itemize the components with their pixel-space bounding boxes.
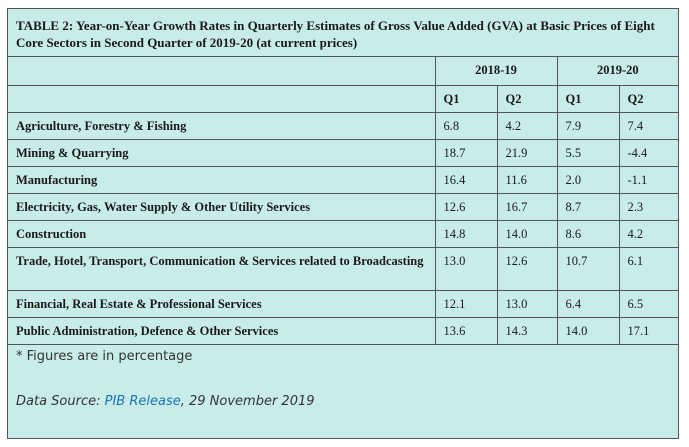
table-row: Manufacturing 16.4 11.6 2.0 -1.1	[8, 166, 679, 194]
growth-value: 12.6	[435, 193, 498, 221]
table-row: Electricity, Gas, Water Supply & Other U…	[8, 193, 679, 221]
sector-name: Public Administration, Defence & Other S…	[8, 317, 436, 345]
source-prefix: Data Source:	[16, 394, 105, 409]
growth-value: 13.6	[435, 317, 498, 345]
growth-value: -1.1	[619, 166, 679, 194]
growth-value: 12.1	[435, 290, 498, 318]
table-row: Agriculture, Forestry & Fishing 6.8 4.2 7.9…	[8, 112, 679, 140]
year-header: 2018-19	[435, 57, 558, 86]
growth-value: 6.8	[435, 112, 498, 140]
growth-value: -4.4	[619, 139, 679, 167]
growth-value: 17.1	[619, 317, 679, 345]
table-row: Financial, Real Estate & Professional Se…	[8, 290, 679, 318]
sector-name: Trade, Hotel, Transport, Communication &…	[8, 247, 436, 291]
growth-value: 10.7	[557, 247, 620, 291]
sector-header-blank	[8, 85, 436, 113]
sector-header-blank	[8, 57, 436, 86]
quarter-header: Q2	[619, 85, 679, 113]
growth-value: 8.6	[557, 220, 620, 248]
quarter-header: Q1	[435, 85, 498, 113]
table-row: Public Administration, Defence & Other S…	[8, 317, 679, 345]
sector-name: Agriculture, Forestry & Fishing	[8, 112, 436, 140]
growth-value: 14.0	[497, 220, 558, 248]
growth-value: 12.6	[497, 247, 558, 291]
growth-value: 18.7	[435, 139, 498, 167]
sector-name: Manufacturing	[8, 166, 436, 194]
data-source: Data Source: PIB Release, 29 November 20…	[16, 394, 315, 409]
table-row: Mining & Quarrying 18.7 21.9 5.5 -4.4	[8, 139, 679, 167]
year-header-row: 2018-19 2019-20	[8, 57, 679, 86]
source-suffix: , 29 November 2019	[180, 394, 315, 409]
growth-value: 16.7	[497, 193, 558, 221]
growth-value: 11.6	[497, 166, 558, 194]
quarter-header-row: Q1 Q2 Q1 Q2	[8, 85, 679, 113]
growth-value: 7.9	[557, 112, 620, 140]
growth-value: 6.4	[557, 290, 620, 318]
growth-value: 6.5	[619, 290, 679, 318]
growth-value: 4.2	[619, 220, 679, 248]
sector-name: Construction	[8, 220, 436, 248]
growth-value: 2.3	[619, 193, 679, 221]
growth-value: 2.0	[557, 166, 620, 194]
quarter-header: Q1	[557, 85, 620, 113]
gva-table: 2018-19 2019-20 Q1 Q2 Q1 Q2 Agriculture,…	[8, 57, 679, 345]
growth-value: 21.9	[497, 139, 558, 167]
table-body: Agriculture, Forestry & Fishing 6.8 4.2 7.9…	[8, 112, 679, 345]
growth-value: 13.0	[497, 290, 558, 318]
footnote: * Figures are in percentage	[16, 349, 193, 364]
growth-value: 13.0	[435, 247, 498, 291]
growth-value: 14.8	[435, 220, 498, 248]
growth-value: 6.1	[619, 247, 679, 291]
growth-value: 7.4	[619, 112, 679, 140]
growth-value: 4.2	[497, 112, 558, 140]
growth-value: 16.4	[435, 166, 498, 194]
sector-name: Electricity, Gas, Water Supply & Other U…	[8, 193, 436, 221]
year-header: 2019-20	[557, 57, 679, 86]
growth-value: 5.5	[557, 139, 620, 167]
table-panel: TABLE 2: Year-on-Year Growth Rates in Qu…	[7, 8, 679, 439]
growth-value: 8.7	[557, 193, 620, 221]
table-row: Trade, Hotel, Transport, Communication &…	[8, 247, 679, 291]
quarter-header: Q2	[497, 85, 558, 113]
sector-name: Financial, Real Estate & Professional Se…	[8, 290, 436, 318]
sector-name: Mining & Quarrying	[8, 139, 436, 167]
pib-release-link[interactable]: PIB Release	[104, 394, 181, 409]
table-row: Construction 14.8 14.0 8.6 4.2	[8, 220, 679, 248]
growth-value: 14.3	[497, 317, 558, 345]
growth-value: 14.0	[557, 317, 620, 345]
table-title: TABLE 2: Year-on-Year Growth Rates in Qu…	[8, 9, 678, 57]
